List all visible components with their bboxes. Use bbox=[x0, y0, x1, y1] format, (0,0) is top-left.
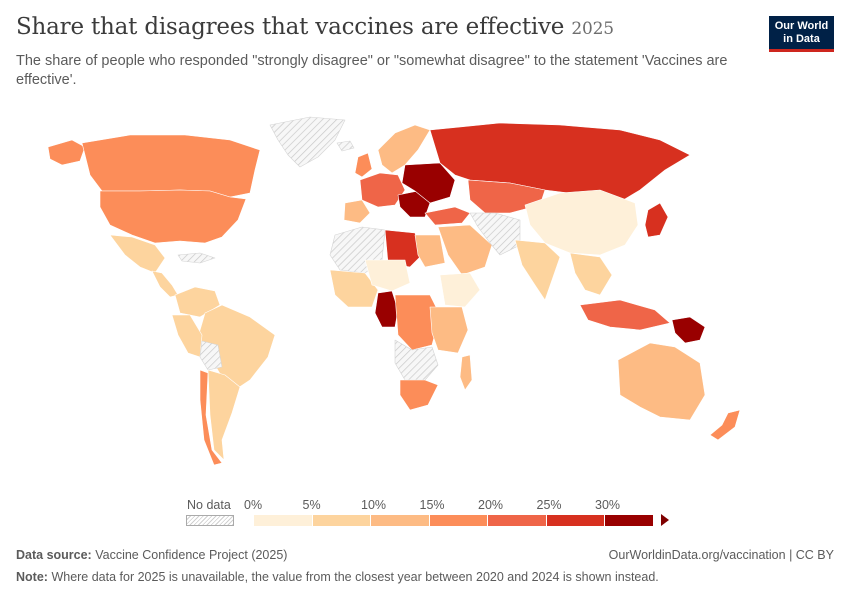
region-libya[interactable] bbox=[384, 229, 423, 268]
region-southern-africa-nodata[interactable] bbox=[394, 339, 439, 381]
legend-no-data-swatch bbox=[186, 515, 234, 526]
region-usa[interactable] bbox=[99, 189, 247, 244]
region-west-africa[interactable] bbox=[329, 269, 379, 308]
title-year: 2025 bbox=[571, 19, 614, 39]
region-uk[interactable] bbox=[354, 152, 373, 178]
legend-no-data-label: No data bbox=[187, 498, 231, 512]
region-chile[interactable] bbox=[199, 369, 223, 466]
chart-subtitle: The share of people who responded "stron… bbox=[16, 53, 728, 88]
region-middle-east[interactable] bbox=[437, 224, 493, 276]
note-label: Note: bbox=[16, 570, 48, 584]
region-alaska[interactable] bbox=[47, 139, 86, 166]
region-turkey[interactable] bbox=[424, 206, 471, 226]
region-egypt[interactable] bbox=[414, 234, 446, 268]
region-bolivia[interactable] bbox=[199, 340, 223, 371]
region-canada[interactable] bbox=[81, 134, 261, 198]
source-text[interactable]: Vaccine Confidence Project (2025) bbox=[95, 548, 288, 562]
region-new-zealand[interactable] bbox=[709, 409, 741, 441]
note-text: Where data for 2025 is unavailable, the … bbox=[51, 570, 659, 584]
source-label: Data source: bbox=[16, 548, 92, 562]
region-peru[interactable] bbox=[171, 314, 203, 358]
legend-swatch-0 bbox=[254, 515, 313, 526]
legend-tick-0: 0% bbox=[244, 498, 263, 512]
region-indonesia[interactable] bbox=[579, 299, 671, 331]
region-mexico[interactable] bbox=[109, 234, 166, 274]
legend-swatch-3 bbox=[429, 515, 488, 526]
region-russia[interactable] bbox=[429, 122, 691, 206]
legend-arrow bbox=[661, 514, 669, 526]
region-scandinavia[interactable] bbox=[377, 124, 431, 174]
chart-title: Share that disagrees that vaccines are e… bbox=[16, 14, 756, 40]
region-western-europe[interactable] bbox=[359, 172, 406, 208]
region-china[interactable] bbox=[524, 189, 639, 256]
region-iran-afghanistan[interactable] bbox=[469, 212, 521, 256]
region-india[interactable] bbox=[514, 239, 561, 301]
legend-tick-3: 15% bbox=[419, 498, 445, 512]
world-map bbox=[47, 116, 741, 466]
region-papua-new-guinea[interactable] bbox=[671, 316, 706, 344]
legend-tick-4: 20% bbox=[478, 498, 504, 512]
source-url[interactable]: OurWorldinData.org/vaccination | CC BY bbox=[608, 548, 834, 562]
region-niger-chad[interactable] bbox=[364, 259, 411, 292]
legend-tick-2: 10% bbox=[361, 498, 387, 512]
region-central-africa[interactable] bbox=[394, 294, 441, 351]
region-caribbean[interactable] bbox=[177, 252, 216, 264]
region-south-africa[interactable] bbox=[399, 379, 439, 411]
note: Note: Where data for 2025 is unavailable… bbox=[16, 570, 834, 584]
data-source: Data source: Vaccine Confidence Project … bbox=[16, 548, 834, 562]
region-east-africa[interactable] bbox=[429, 306, 469, 354]
region-argentina[interactable] bbox=[207, 369, 241, 461]
legend-swatch-6 bbox=[605, 515, 654, 526]
region-ethiopia[interactable] bbox=[439, 272, 481, 308]
legend-tick-5: 25% bbox=[536, 498, 562, 512]
region-eastern-europe[interactable] bbox=[401, 162, 456, 204]
region-southeast-asia[interactable] bbox=[569, 252, 613, 296]
color-legend: No data 0% 5% 10% 15% 20% 25% 30% bbox=[0, 495, 850, 535]
title-text: Share that disagrees that vaccines are e… bbox=[16, 14, 565, 40]
region-madagascar[interactable] bbox=[459, 354, 473, 391]
legend-swatch-4 bbox=[488, 515, 547, 526]
legend-swatch-1 bbox=[312, 515, 371, 526]
region-central-america[interactable] bbox=[151, 270, 179, 298]
region-greenland[interactable] bbox=[269, 116, 346, 168]
region-iberia[interactable] bbox=[343, 199, 371, 224]
legend-swatch-5 bbox=[546, 515, 605, 526]
logo-line-1: Our World bbox=[774, 20, 829, 32]
region-japan[interactable] bbox=[644, 202, 669, 238]
region-colombia-venezuela[interactable] bbox=[174, 286, 221, 318]
legend-tick-1: 5% bbox=[302, 498, 321, 512]
region-australia[interactable] bbox=[617, 342, 706, 421]
legend-swatch-2 bbox=[371, 515, 430, 526]
region-cameroon[interactable] bbox=[374, 290, 399, 328]
logo-line-2: in Data bbox=[783, 32, 820, 45]
region-iceland[interactable] bbox=[336, 140, 355, 152]
legend-tick-6: 30% bbox=[595, 498, 621, 512]
owid-logo[interactable]: Our World in Data bbox=[769, 16, 834, 52]
